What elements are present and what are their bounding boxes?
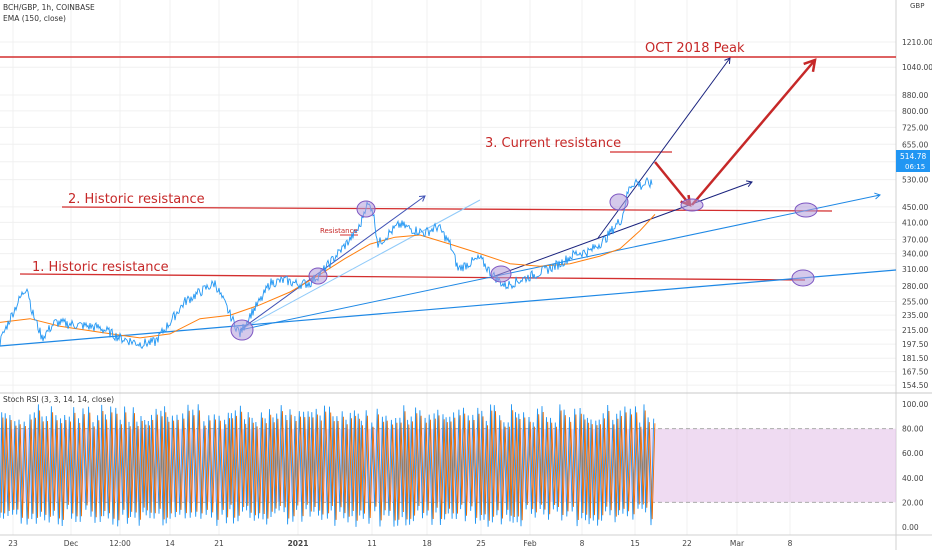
rally-projection-arrow-arrowhead	[803, 58, 817, 73]
touch-circle	[308, 267, 328, 285]
touch-circle	[791, 269, 815, 287]
time-tick-label: 18	[422, 539, 432, 548]
time-tick-label: Dec	[64, 539, 79, 548]
price-tick-label: 530.00	[902, 176, 928, 185]
price-series-line	[0, 176, 653, 350]
candle-countdown: 06:15	[905, 163, 925, 171]
time-tick-label: 14	[165, 539, 175, 548]
touch-circle	[230, 319, 254, 341]
rsi-tick-label: 40.00	[902, 474, 924, 483]
symbol-title: BCH/GBP, 1h, COINBASE	[3, 3, 95, 12]
trendlines	[0, 56, 897, 347]
early-trend-arrow	[239, 195, 426, 331]
price-tick-label: 255.00	[902, 298, 928, 307]
time-tick-label: Feb	[523, 539, 537, 548]
rsi-tick-label: 20.00	[902, 498, 924, 507]
time-tick-label: 8	[580, 539, 585, 548]
price-tick-label: 310.00	[902, 265, 928, 274]
price-tick-label: 280.00	[902, 282, 928, 291]
price-tick-label: 1040.00	[902, 63, 932, 72]
time-axis-ticks: 23 Dec 12:00 14 21 2021 11 18 25 Feb 8 15 22 Mar 8	[8, 539, 792, 548]
price-axis-ticks: 1210.001040.00880.00800.00725.00655.0059…	[902, 38, 932, 532]
price-tick-label: 655.00	[902, 140, 928, 149]
price-tick-label: 167.50	[902, 368, 928, 377]
price-tick-label: 410.00	[902, 218, 928, 227]
price-tick-label: 197.50	[902, 340, 928, 349]
current-resistance-label: 3. Current resistance	[485, 136, 621, 151]
touch-circles	[230, 193, 818, 341]
touch-circle	[680, 198, 704, 212]
channel-upper-arrow-arrowhead	[724, 57, 731, 65]
rsi-tick-label: 100.00	[902, 400, 928, 409]
rsi-d-line	[0, 410, 656, 521]
historic-resistance-2-label: 2. Historic resistance	[68, 192, 205, 207]
rsi-tick-label: 80.00	[902, 425, 924, 434]
price-tick-label: 154.50	[902, 381, 928, 390]
faint-support-line	[239, 199, 481, 331]
ema-line	[0, 214, 656, 339]
stoch-rsi-label: Stoch RSI (3, 3, 14, 14, close)	[3, 395, 114, 404]
rsi-k-line	[0, 404, 655, 527]
price-tick-label: 880.00	[902, 91, 928, 100]
price-tick-label: 800.00	[902, 107, 928, 116]
touch-circle	[609, 193, 629, 211]
early-trend-arrow-arrowhead	[418, 195, 426, 202]
rsi-tick-label: 60.00	[902, 449, 924, 458]
mid-support-line-arrowhead	[874, 192, 881, 200]
time-tick-label: Mar	[730, 539, 745, 548]
price-tick-label: 1210.00	[902, 38, 932, 47]
price-line	[0, 176, 653, 350]
time-tick-label: 25	[476, 539, 486, 548]
current-price-tag: 514.78 06:15	[896, 150, 930, 172]
time-tick-label: 2021	[288, 539, 309, 548]
ema-series-line	[0, 214, 656, 339]
ema-indicator-label: EMA (150, close)	[3, 14, 66, 23]
resistance-small-label: Resistance	[320, 227, 358, 235]
time-tick-label: 22	[682, 539, 692, 548]
time-tick-label: 23	[8, 539, 18, 548]
drop-projection-arrow	[654, 161, 691, 206]
current-price-value: 514.78	[900, 152, 926, 161]
currency-label: GBP	[910, 2, 924, 10]
time-tick-label: 8	[788, 539, 793, 548]
mid-support-line	[239, 194, 881, 331]
channel-lower-arrow	[494, 181, 753, 277]
rsi-tick-label: 0.00	[902, 523, 919, 532]
oct-2018-peak-label: OCT 2018 Peak	[645, 41, 745, 56]
price-tick-label: 725.00	[902, 123, 928, 132]
time-tick-label: 21	[214, 539, 224, 548]
touch-circle	[794, 202, 818, 218]
historic-resistance-1-line	[19, 273, 806, 281]
long-support-line	[0, 269, 897, 347]
price-tick-label: 215.00	[902, 326, 928, 335]
price-tick-label: 235.00	[902, 311, 928, 320]
time-tick-label: 11	[367, 539, 377, 548]
time-tick-label: 15	[630, 539, 640, 548]
price-tick-label: 181.50	[902, 354, 928, 363]
rsi-lines	[0, 404, 656, 527]
touch-circle	[356, 200, 376, 218]
historic-resistance-2-line	[61, 206, 833, 212]
price-tick-label: 340.00	[902, 250, 928, 259]
channel-lower-arrow-arrowhead	[746, 180, 753, 187]
price-tick-label: 450.00	[902, 203, 928, 212]
rally-projection-arrow	[691, 59, 816, 206]
touch-circle	[490, 265, 512, 283]
price-tick-label: 370.00	[902, 235, 928, 244]
historic-resistance-1-label: 1. Historic resistance	[32, 260, 169, 275]
time-tick-label: 12:00	[109, 539, 131, 548]
